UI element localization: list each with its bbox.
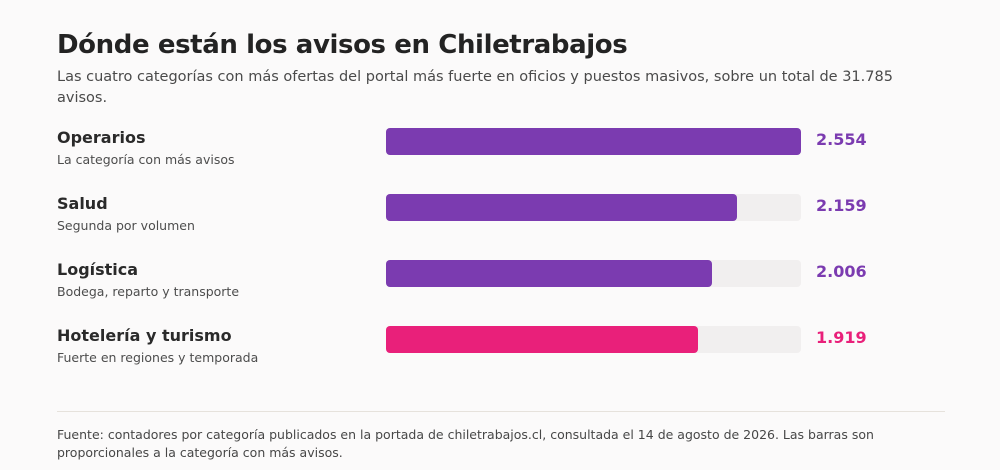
value-label: 2.006 (816, 262, 867, 281)
category-note: La categoría con más avisos (57, 152, 235, 167)
category-note: Fuerte en regiones y temporada (57, 350, 259, 365)
bar-track (386, 260, 801, 287)
value-label: 1.919 (816, 328, 867, 347)
bar-row: Operarios La categoría con más avisos 2.55… (0, 128, 1000, 184)
bar-row: Salud Segunda por volumen 2.159 (0, 194, 1000, 250)
value-label: 2.554 (816, 130, 867, 149)
category-label: Hotelería y turismo (57, 326, 232, 345)
footer-divider (57, 411, 945, 412)
bar (386, 128, 801, 155)
bar-track (386, 194, 801, 221)
category-label: Operarios (57, 128, 146, 147)
bar-row: Logística Bodega, reparto y transporte 2.0… (0, 260, 1000, 316)
bar (386, 194, 737, 221)
category-label: Logística (57, 260, 139, 279)
value-label: 2.159 (816, 196, 867, 215)
category-label: Salud (57, 194, 108, 213)
chart-title: Dónde están los avisos en Chiletrabajos (57, 30, 628, 60)
source-footnote: Fuente: contadores por categoría publica… (57, 427, 874, 460)
category-note: Segunda por volumen (57, 218, 195, 233)
category-note: Bodega, reparto y transporte (57, 284, 240, 299)
bar (386, 260, 712, 287)
chart-subtitle: Las cuatro categorías con más ofertas de… (57, 69, 893, 106)
bar-row: Hotelería y turismo Fuerte en regiones y … (0, 326, 1000, 382)
bar-track (386, 326, 801, 353)
bar (386, 326, 698, 353)
bar-track (386, 128, 801, 155)
